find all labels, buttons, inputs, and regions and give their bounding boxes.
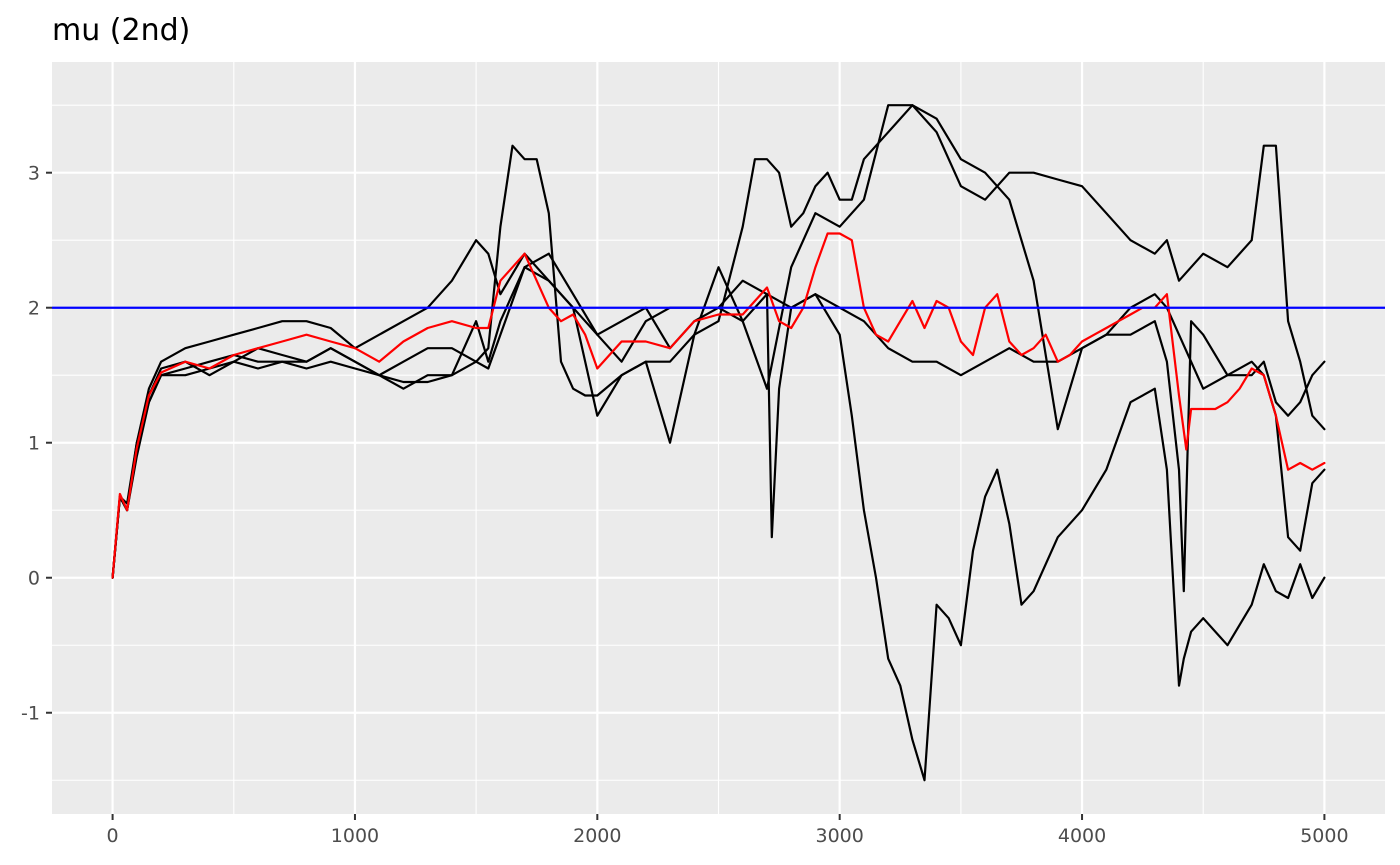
series-lines <box>111 104 1326 782</box>
axis-tick-labels: 0 1000 2000 3000 4000 5000 -1 0 1 2 3 <box>21 163 1349 847</box>
y-tick-label: 0 <box>28 568 40 590</box>
chart-title: mu (2nd) <box>52 13 190 48</box>
x-tick-label: 2000 <box>573 825 621 847</box>
y-tick-label: 3 <box>28 163 40 185</box>
y-tick-label: 2 <box>28 298 40 320</box>
series-line-chain-4 <box>111 266 1326 593</box>
x-tick-label: 4000 <box>1058 825 1106 847</box>
series-line-chain-1 <box>111 104 1326 579</box>
x-tick-label: 3000 <box>816 825 864 847</box>
x-tick-label: 0 <box>107 825 119 847</box>
x-tick-label: 1000 <box>331 825 379 847</box>
axis-ticks <box>46 171 1326 820</box>
y-tick-label: -1 <box>21 703 40 725</box>
x-tick-label: 5000 <box>1300 825 1348 847</box>
minor-gridlines <box>52 62 1385 814</box>
y-tick-label: 1 <box>28 433 40 455</box>
series-line-mean <box>111 232 1326 579</box>
